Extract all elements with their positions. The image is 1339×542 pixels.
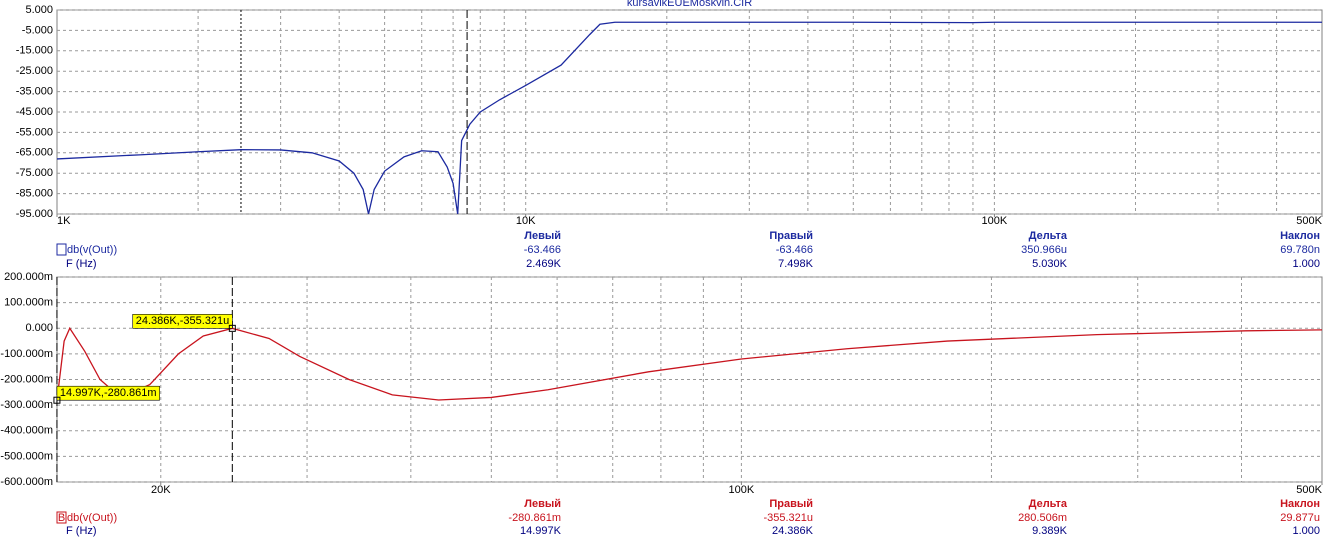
annotation-label: 24.386K,-355.321u: [136, 315, 230, 327]
readout-value: 69.780n: [1280, 244, 1320, 256]
readout-header: Дельта: [1029, 498, 1068, 510]
readout-value: 14.997K: [520, 525, 562, 537]
series-group: [57, 21, 1322, 214]
readout-row-label: F (Hz): [66, 258, 97, 270]
y-tick-label: -5.000: [22, 24, 53, 36]
annotation-label: 14.997K,-280.861m: [60, 387, 157, 399]
readout-header: Дельта: [1029, 230, 1068, 242]
readout-value: 7.498K: [778, 258, 814, 270]
legend-box: [56, 243, 67, 256]
y-tick-label: 0.000: [25, 322, 53, 334]
y-tick-label: -300.000m: [0, 399, 53, 411]
readout-header: Правый: [769, 230, 813, 242]
readout-value: 2.469K: [526, 258, 562, 270]
y-tick-label: 5.000: [25, 4, 53, 16]
readout-row-label: F (Hz): [66, 525, 97, 537]
readout-value: 350.966u: [1021, 244, 1067, 256]
readout-value: 24.386K: [772, 525, 814, 537]
readout-value: 1.000: [1292, 258, 1320, 270]
y-tick-label: -35.000: [16, 86, 53, 98]
annotation-box: [132, 314, 233, 329]
series-line: [57, 21, 1322, 214]
annotation-point: [53, 396, 61, 404]
y-tick-label: -500.000m: [0, 450, 53, 462]
y-tick-label: -600.000m: [0, 476, 53, 488]
x-tick-label: 500K: [1296, 484, 1322, 496]
y-tick-label: -100.000m: [0, 348, 53, 360]
y-tick-label: -95.000: [16, 208, 53, 220]
y-tick-label: -45.000: [16, 106, 53, 118]
y-tick-label: -25.000: [16, 65, 53, 77]
readout-header: Левый: [524, 230, 561, 242]
annotation-point: [228, 324, 236, 332]
readout-value: -280.861m: [508, 512, 561, 524]
readout-header: Наклон: [1280, 498, 1320, 510]
y-tick-label: -200.000m: [0, 373, 53, 385]
x-tick-label: 1K: [57, 215, 71, 227]
x-tick-label: 100K: [982, 215, 1008, 227]
chart-title: kursavikEUEMoskvin.CIR: [627, 0, 752, 9]
readout-value: -63.466: [524, 244, 561, 256]
x-tick-label: 500K: [1296, 215, 1322, 227]
readout-value: 280.506m: [1018, 512, 1067, 524]
readout-row-label: db(v(Out)): [67, 244, 117, 256]
legend-badge: B: [58, 512, 65, 524]
readout-header: Правый: [769, 498, 813, 510]
readout-value: 29.877u: [1280, 512, 1320, 524]
y-tick-label: -15.000: [16, 45, 53, 57]
readout-row-label: db(v(Out)): [67, 512, 117, 524]
readout-value: 9.389K: [1032, 525, 1068, 537]
series-line: [57, 326, 1322, 401]
readout-header: Левый: [524, 498, 561, 510]
x-tick-label: 100K: [729, 484, 755, 496]
x-tick-label: 20K: [151, 484, 171, 496]
readout-header: Наклон: [1280, 230, 1320, 242]
readout-value: -63.466: [776, 244, 813, 256]
y-tick-label: -55.000: [16, 126, 53, 138]
y-tick-label: 200.000m: [4, 271, 53, 283]
x-tick-label: 10K: [516, 215, 536, 227]
legend-box: [56, 511, 67, 524]
readout-value: 1.000: [1292, 525, 1320, 537]
y-tick-label: -65.000: [16, 147, 53, 159]
annotation-box: [56, 385, 160, 401]
y-tick-label: -85.000: [16, 188, 53, 200]
readout-value: 5.030K: [1032, 258, 1068, 270]
series-group: [57, 326, 1322, 401]
y-tick-label: -75.000: [16, 167, 53, 179]
y-tick-label: -400.000m: [0, 425, 53, 437]
readout-value: -355.321u: [763, 512, 813, 524]
y-tick-label: 100.000m: [4, 297, 53, 309]
